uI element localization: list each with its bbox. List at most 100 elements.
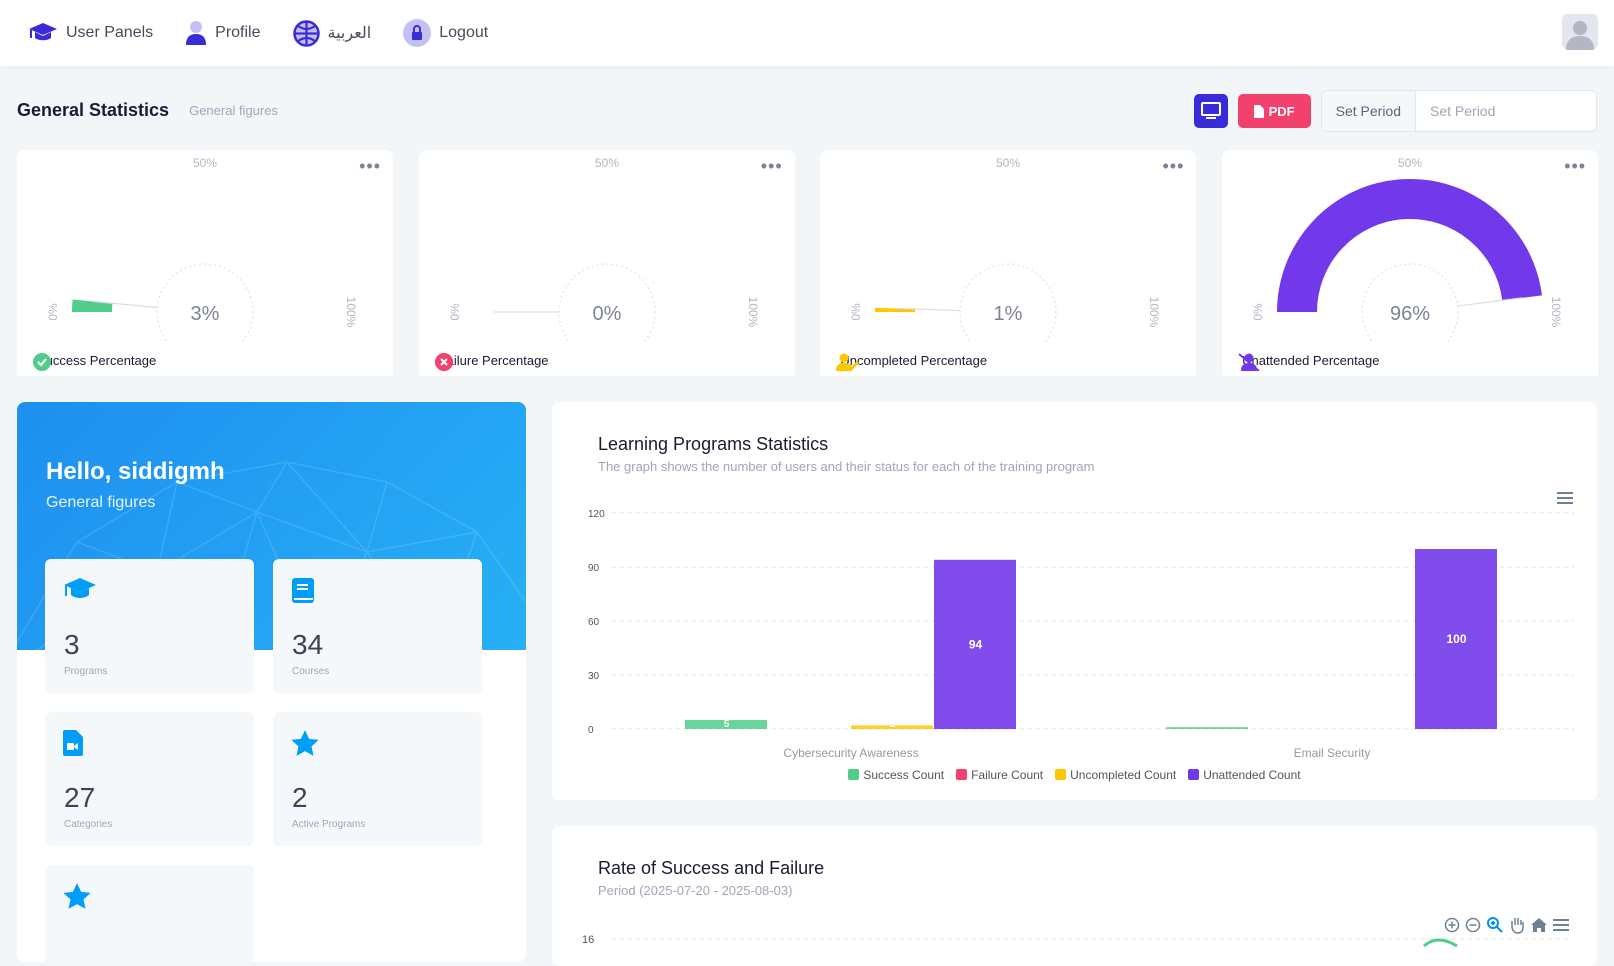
screen-view-button[interactable] — [1193, 94, 1228, 128]
more-options-button[interactable]: ••• — [1564, 156, 1587, 176]
bar-unattended-count[interactable] — [1415, 549, 1497, 729]
nav-label: Logout — [439, 24, 489, 41]
bar-success-count[interactable] — [685, 720, 767, 729]
home-reset-icon[interactable] — [1530, 917, 1548, 933]
chart-subtitle: The graph shows the number of users and … — [598, 459, 1095, 474]
bar-uncompleted-count[interactable] — [851, 725, 933, 729]
stat-caption: Courses — [292, 666, 330, 677]
y-tick-label: 16 — [582, 934, 594, 946]
legend-item[interactable]: Success Count — [848, 768, 944, 782]
learning-programs-chart-card: Learning Programs Statistics The graph s… — [552, 402, 1597, 800]
pan-hand-icon[interactable] — [1509, 916, 1525, 934]
graduation-cap-icon — [29, 23, 57, 41]
graduation-cap-icon — [64, 578, 96, 598]
stat-tile-active-programs[interactable]: 2 Active Programs — [273, 712, 482, 846]
line-chart: 16 — [582, 934, 1572, 948]
stat-tile-courses[interactable]: 34 Courses — [273, 559, 482, 693]
more-options-button[interactable]: ••• — [760, 156, 783, 176]
welcome-subtitle: General figures — [46, 494, 156, 511]
user-icon — [186, 21, 207, 45]
gauge-label-text: Failure Percentage — [438, 353, 549, 368]
gauge-card-uncompleted-percentage: 50% 0% 100% 1% ••• Uncompleted Percentage — [820, 150, 1197, 376]
stat-value: 2 — [292, 782, 308, 813]
legend-swatch — [1188, 769, 1200, 780]
chart-menu-icon[interactable] — [1557, 492, 1573, 504]
book-icon — [292, 578, 314, 603]
gauge-card-failure-percentage: 50% 0% 100% 0% ••• Failure Percentage — [418, 150, 795, 376]
star-icon — [63, 883, 91, 909]
nav-label: User Panels — [66, 24, 154, 41]
gauge-tick-max: 100% — [1549, 297, 1563, 328]
chart-menu-icon[interactable] — [1553, 919, 1569, 931]
gauge-value: 96% — [1390, 303, 1430, 325]
bar-data-label: 2 — [890, 719, 896, 730]
stat-caption: Active Programs — [292, 819, 366, 830]
chart-title: Learning Programs Statistics — [598, 434, 829, 454]
gauge-tick-max: 100% — [1147, 297, 1161, 328]
more-options-button[interactable]: ••• — [359, 156, 381, 176]
gauge-tick-mid: 50% — [1398, 156, 1422, 170]
user-avatar[interactable] — [1562, 14, 1598, 50]
gauge-value: 1% — [994, 303, 1023, 325]
legend-item[interactable]: Uncompleted Count — [1055, 768, 1176, 782]
pdf-label: PDF — [1268, 103, 1295, 119]
chart-toolbar — [1444, 916, 1569, 934]
zoom-in-icon[interactable] — [1444, 917, 1460, 933]
stat-tile-programs[interactable]: 3 Programs — [45, 559, 254, 693]
y-tick-label: 90 — [588, 563, 600, 574]
gauge-label: Unattended Percentage — [1238, 353, 1380, 371]
star-icon — [291, 730, 319, 756]
gauge-tick-mid: 50% — [595, 156, 619, 170]
success-failure-rate-card: Rate of Success and Failure Period (2025… — [552, 826, 1597, 966]
gauge-value-arc — [72, 299, 113, 312]
gauge-label-text: Unattended Percentage — [1242, 353, 1380, 368]
y-tick-label: 60 — [588, 617, 600, 628]
gauge-tick-mid: 50% — [996, 156, 1020, 170]
nav-profile[interactable]: Profile — [185, 20, 261, 46]
chart-legend: Success Count Failure Count Uncompleted Co… — [552, 768, 1597, 782]
bar-chart: 0 30 60 90 120 5 2 94 Cybersecurity Awareness 100… — [588, 509, 1574, 760]
zoom-out-icon[interactable] — [1465, 917, 1481, 933]
period-label: Set Period — [1321, 91, 1416, 131]
bar-success-count[interactable] — [1166, 727, 1248, 729]
legend-swatch — [956, 769, 968, 780]
gauge-needle — [92, 300, 158, 309]
selection-zoom-icon[interactable] — [1486, 916, 1504, 934]
chart-title: Rate of Success and Failure — [598, 858, 825, 878]
stat-tile[interactable] — [45, 865, 254, 962]
legend-swatch — [1055, 769, 1067, 780]
nav-user-panels[interactable]: User Panels — [28, 22, 153, 44]
gauge-card-success-percentage: 50% 0% 100% 3% ••• Success Percentage — [17, 150, 393, 376]
x-category-label: Email Security — [1294, 746, 1371, 760]
file-pdf-icon — [1253, 104, 1264, 118]
legend-label: Failure Count — [971, 768, 1044, 782]
nav-logout[interactable]: Logout — [403, 19, 488, 47]
top-navbar: User Panels Profile العربية Logout — [0, 0, 1614, 66]
radial-gauge: 50% 0% 100% 3% — [17, 156, 393, 376]
legend-item[interactable]: Unattended Count — [1188, 768, 1301, 782]
x-category-label: Cybersecurity Awareness — [783, 746, 918, 760]
nav-label: Profile — [215, 24, 261, 41]
more-options-button[interactable]: ••• — [1162, 156, 1185, 176]
page-title: General Statistics — [17, 99, 170, 120]
nav-language-arabic[interactable]: العربية — [292, 19, 371, 47]
legend-label: Success Count — [863, 768, 945, 782]
period-picker: Set Period — [1320, 90, 1597, 132]
page-description: General figures — [189, 102, 278, 118]
gauge-label: Success Percentage — [33, 353, 156, 371]
bar-data-label: 5 — [724, 719, 730, 730]
radial-gauge: 50% 0% 100% 1% — [820, 156, 1197, 376]
stat-tile-categories[interactable]: 27 Categories — [45, 712, 254, 846]
legend-item[interactable]: Failure Count — [956, 768, 1043, 782]
pdf-export-button[interactable]: PDF — [1237, 94, 1311, 128]
gauge-label: Uncompleted Percentage — [836, 353, 987, 371]
gauge-value-arc — [1277, 178, 1543, 312]
period-input[interactable] — [1416, 91, 1596, 131]
stat-caption: Programs — [64, 666, 108, 677]
chart-subtitle: Period (2025-07-20 - 2025-08-03) — [598, 883, 793, 898]
y-tick-label: 30 — [588, 671, 600, 682]
gauge-tick-max: 100% — [746, 297, 760, 328]
avatar-placeholder-icon — [1566, 21, 1594, 50]
bar-unattended-count[interactable] — [934, 559, 1016, 729]
legend-label: Unattended Count — [1203, 768, 1301, 782]
